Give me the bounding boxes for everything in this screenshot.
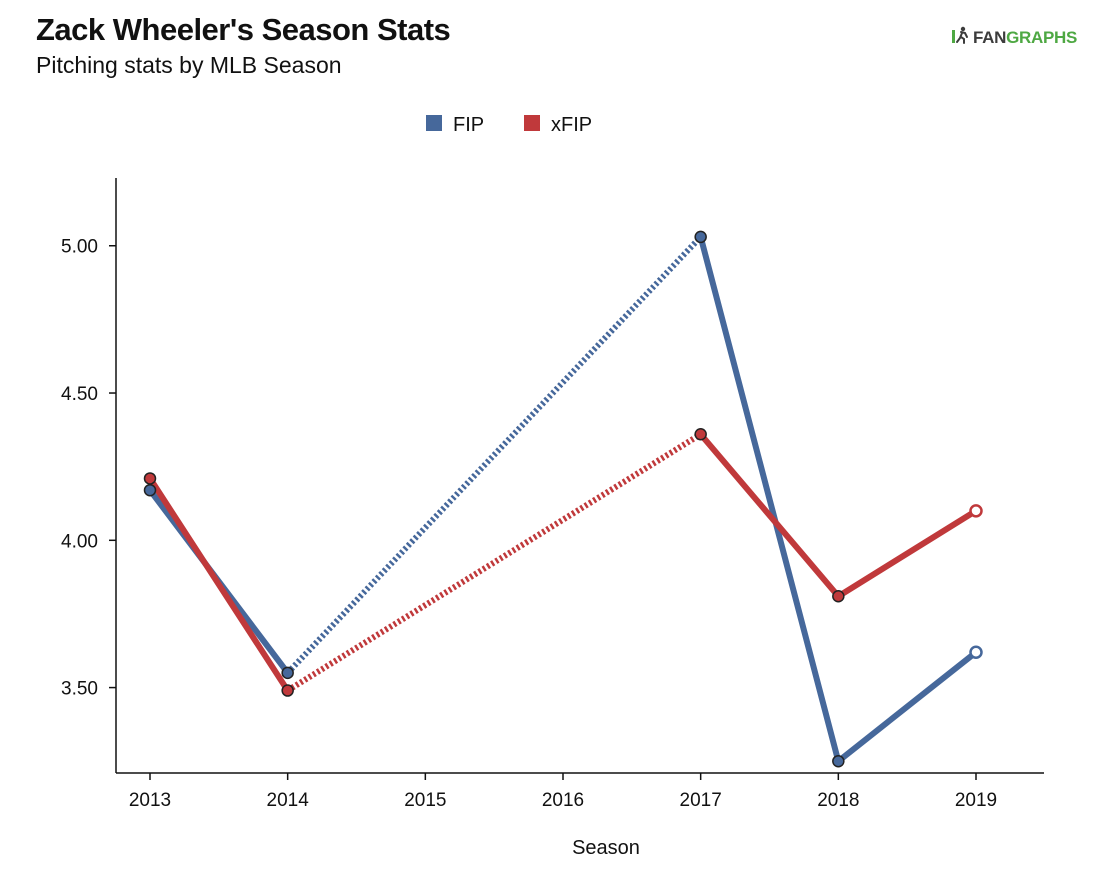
xfip-line-segment (147, 475, 291, 694)
legend: FIP xFIP (426, 114, 592, 136)
xfip-point[interactable] (143, 472, 157, 485)
xfip-line-segment (286, 431, 703, 694)
x-tick-label: 2013 (129, 790, 171, 811)
xfip-point[interactable] (832, 590, 845, 603)
chart-title: Zack Wheeler's Season Stats (36, 12, 451, 47)
x-tick-label: 2019 (955, 790, 997, 811)
y-tick-label: 5.00 (61, 237, 98, 258)
y-tick-label: 4.00 (61, 531, 98, 552)
fip-line-segment (697, 233, 842, 765)
y-tick-label: 3.50 (61, 679, 98, 700)
series-points (143, 230, 983, 768)
x-tick-label: 2018 (817, 790, 859, 811)
legend-label-fip: FIP (453, 114, 484, 136)
xfip-point[interactable] (969, 504, 983, 518)
x-tick-label: 2015 (404, 790, 446, 811)
fip-point[interactable] (281, 666, 294, 680)
fip-point[interactable] (969, 645, 983, 659)
fip-point[interactable] (143, 483, 157, 497)
y-tick-label: 4.50 (61, 384, 98, 405)
legend-label-xfip: xFIP (551, 114, 592, 136)
fangraphs-runner-icon (952, 26, 970, 49)
x-tick-label: 2014 (267, 790, 310, 811)
x-axis-title: Season (572, 837, 640, 859)
fangraphs-logo: FAN GRAPHS (952, 26, 1077, 49)
xfip-point[interactable] (694, 428, 707, 441)
xfip-line-segment (835, 507, 979, 600)
x-tick-label: 2017 (680, 790, 722, 811)
fip-point[interactable] (694, 230, 707, 244)
xfip-line-segment (697, 431, 842, 600)
fip-point[interactable] (832, 754, 845, 768)
x-tick-label: 2016 (542, 790, 584, 811)
series-lines (147, 233, 979, 765)
chart-subtitle: Pitching stats by MLB Season (36, 52, 342, 78)
logo-text-secondary: GRAPHS (1006, 27, 1078, 47)
fip-line-segment (835, 649, 979, 765)
logo-text-primary: FAN (973, 27, 1007, 47)
fip-line-segment (285, 234, 703, 675)
axes: 3.50 4.00 4.50 5.00 2013 2014 2015 2016 2017 2018… (61, 178, 1044, 811)
xfip-point[interactable] (281, 684, 294, 697)
legend-swatch-xfip (524, 115, 540, 131)
legend-swatch-fip (426, 115, 442, 131)
